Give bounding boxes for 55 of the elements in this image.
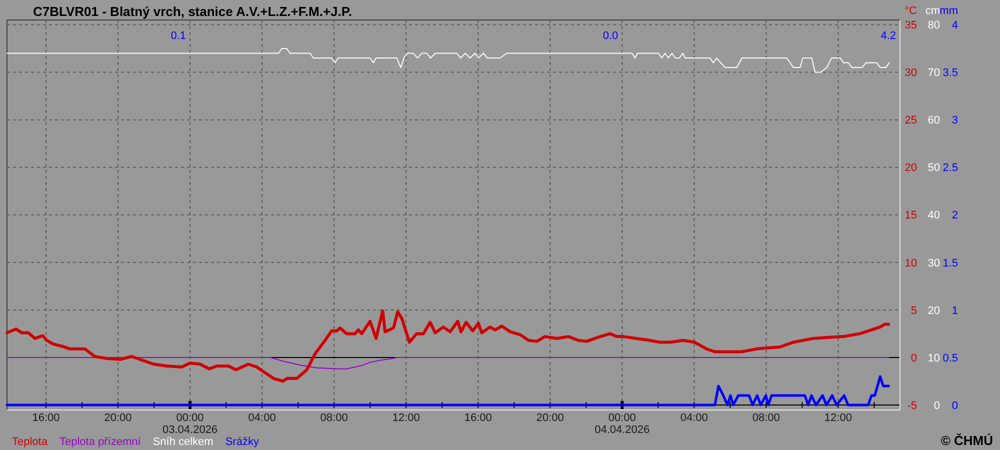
x-tick-label: 08:00 [320,412,348,424]
y-tick-label: 5 [910,304,917,317]
text: Srážky [225,436,260,448]
x-tick-label: 12:00 [824,412,852,424]
y2-tick-label: 0 [934,400,940,412]
y-axis-title: °C [904,5,918,17]
text: Teplota přízemní [59,436,142,448]
y2-axis-title: cm [925,5,940,17]
y2-tick-label: 50 [928,162,940,174]
y2-tick-label: 70 [928,67,940,80]
x-tick-label: 20:00 [104,412,132,424]
x-tick-label: 16:00 [464,412,492,424]
text: Teplota [12,436,48,448]
y3-tick-label: 4 [952,20,958,32]
y3-tick-label: 2.5 [942,162,958,174]
y3-tick-label: 3.5 [942,67,958,80]
y3-tick-label: 1 [952,304,958,317]
y2-tick-label: 40 [928,210,940,222]
y2-tick-label: 20 [928,304,940,317]
line-series [6,48,890,73]
text: © ČHMÚ [940,433,993,448]
line-series [6,375,890,406]
x-tick-label: 16:00 [32,412,60,424]
chart-title: C7BLVR01 - Blatný vrch, stanice A.V.+L.Z.+F.M.+J.P. [33,4,352,19]
annotation: 0.1 [170,30,186,42]
annotation: 0.0 [602,30,618,42]
y3-axis-title: mm [940,5,958,17]
y2-tick-label: 80 [928,20,940,32]
y2-tick-label: 30 [928,257,940,270]
annotation: 4.2 [880,30,896,42]
x-tick-label: 12:00 [392,412,420,424]
y-tick-label: 25 [904,114,917,127]
y2-tick-label: 10 [928,352,940,364]
y3-tick-label: 2 [952,210,958,222]
x-tick-label: 08:00 [752,412,780,424]
y3-tick-label: 3 [952,114,958,127]
y2-tick-label: 60 [928,114,940,127]
y-tick-label: 10 [904,257,917,270]
y3-tick-label: 0.5 [942,352,958,364]
x-tick-label: 04:00 [680,412,708,424]
text: Sníh celkem [152,436,214,448]
x-tick-label: 04:00 [248,412,276,424]
y-tick-label: 0 [910,352,917,364]
y-tick-label: 35 [904,20,917,32]
x-tick-label: 00:00 04.04.2026 [594,412,650,436]
y-tick-label: 20 [904,162,917,174]
line-series [6,309,890,383]
line-series [6,356,890,370]
y3-tick-label: 0 [952,400,958,412]
y3-tick-label: 1.5 [942,257,958,270]
y-tick-label: 30 [904,67,917,80]
y-tick-label: -5 [907,400,917,412]
y-tick-label: 15 [904,210,917,222]
x-tick-label: 00:00 03.04.2026 [162,412,218,436]
x-tick-label: 20:00 [536,412,564,424]
